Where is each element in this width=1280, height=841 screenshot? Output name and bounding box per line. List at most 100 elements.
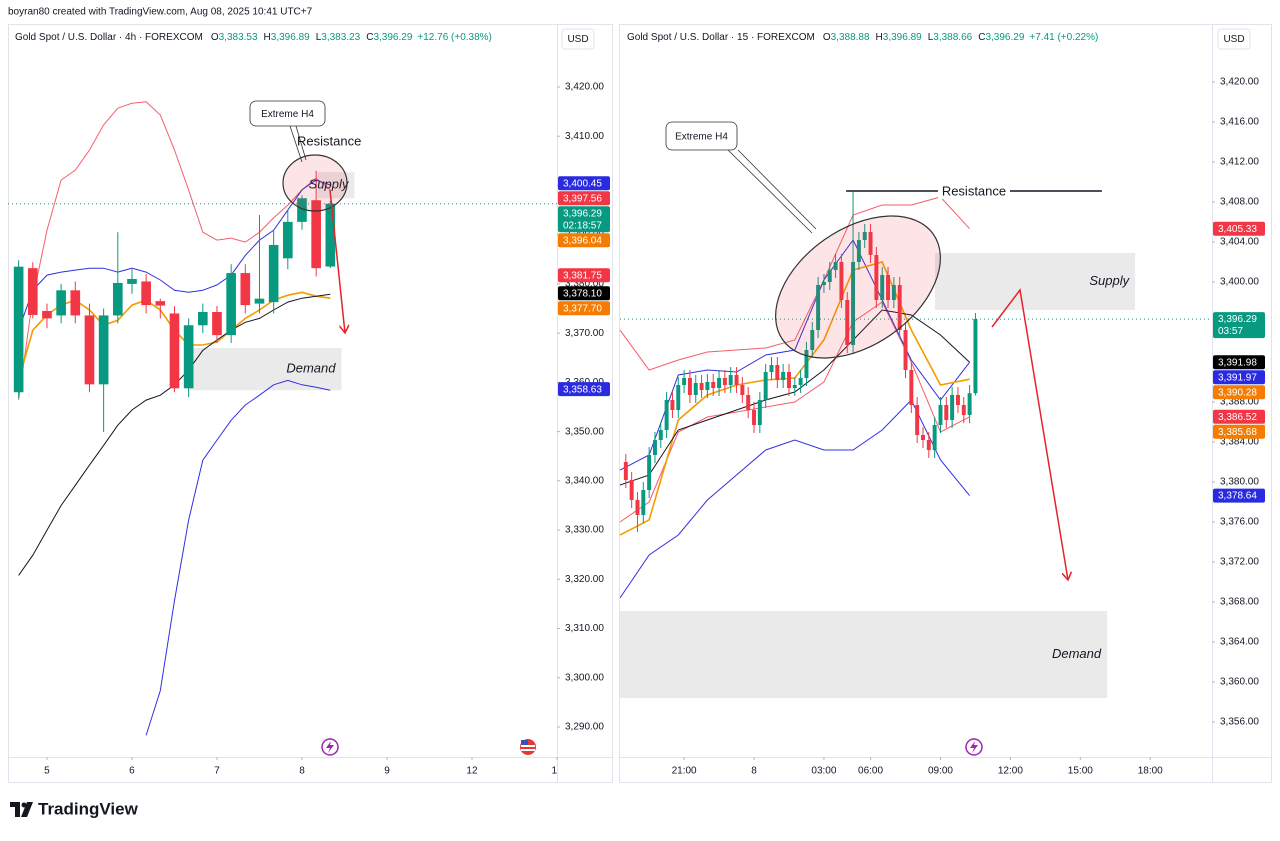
price-label: 3,377.70 <box>563 303 602 314</box>
candle-body <box>903 330 908 370</box>
ohlc-key: H <box>264 32 271 43</box>
y-tick-label: 3,370.00 <box>565 328 604 339</box>
price-label: 3,386.52 <box>1218 412 1257 423</box>
candle-body <box>635 500 640 515</box>
logo-mark <box>10 802 33 817</box>
ohlc-key: C <box>978 32 985 43</box>
symbol-title: Gold Spot / U.S. Dollar · 15 · FOREXCOM <box>627 32 815 43</box>
y-tick-label: 3,404.00 <box>1220 237 1259 248</box>
currency-label[interactable]: USD <box>1223 34 1244 45</box>
x-tick-label: 9 <box>384 766 390 777</box>
legend-header: Gold Spot / U.S. Dollar · 4h · FOREXCOM O… <box>15 32 492 43</box>
lightning-icon[interactable] <box>321 738 339 756</box>
indicator-line <box>620 239 970 471</box>
y-tick-label: 3,330.00 <box>565 525 604 536</box>
candle-body <box>325 203 336 267</box>
y-tick-label: 3,320.00 <box>565 574 604 585</box>
price-label: 3,358.63 <box>563 384 602 395</box>
candle-body <box>705 382 710 390</box>
highlight-ellipse <box>775 215 941 359</box>
y-tick-label: 3,416.00 <box>1220 117 1259 128</box>
x-tick-label: 12 <box>466 766 478 777</box>
candle-body <box>955 395 960 405</box>
callout-box <box>249 100 326 127</box>
y-tick-label: 3,340.00 <box>565 475 604 486</box>
ohlc-value: 3,396.29 <box>985 32 1024 43</box>
price-label-box <box>1213 488 1265 503</box>
price-label: 3,405.33 <box>1218 224 1257 235</box>
callout-text: Extreme H4 <box>261 109 314 120</box>
indicator-line <box>18 101 331 401</box>
indicator-line <box>145 379 331 736</box>
candle-body <box>676 385 681 410</box>
zone-label: Demand <box>1052 646 1102 661</box>
candle-body <box>810 330 815 350</box>
callout-box <box>665 121 738 151</box>
candle-body <box>909 370 914 405</box>
candle-body <box>197 311 208 326</box>
price-label: 3,381.75 <box>563 270 602 281</box>
flag-icon[interactable] <box>520 739 536 755</box>
y-tick-label: 3,372.00 <box>1220 557 1259 568</box>
x-tick-label: 15:00 <box>1068 766 1093 777</box>
callout-text: Extreme H4 <box>675 132 728 143</box>
zone-label: Supply <box>309 177 350 192</box>
candle-body <box>862 232 867 240</box>
ohlc-value: 3,383.23 <box>321 32 360 43</box>
ohlc-key: L <box>316 32 322 43</box>
resistance-label-bg <box>937 183 1010 199</box>
zone <box>620 611 1108 698</box>
candle-body <box>856 240 861 262</box>
ohlc-key: L <box>928 32 934 43</box>
candle-body <box>141 281 151 306</box>
ohlc-key: H <box>876 32 883 43</box>
y-tick-label: 3,368.00 <box>1220 597 1259 608</box>
left-panel-frame <box>8 24 613 783</box>
y-tick-label: 3,384.00 <box>1220 437 1259 448</box>
currency-label[interactable]: USD <box>567 34 588 45</box>
forecast-arrow <box>991 288 1068 580</box>
candle-body <box>734 375 739 385</box>
currency-box[interactable] <box>1217 28 1251 50</box>
candle-body <box>752 410 756 425</box>
ohlc-value: 3,396.29 <box>373 32 412 43</box>
change-value: +7.41 (+0.22%) <box>1029 32 1098 43</box>
candle-body <box>839 262 844 300</box>
price-label: 3,385.68 <box>1218 427 1257 438</box>
candle-body <box>915 405 920 435</box>
y-tick-label: 3,290.00 <box>565 722 604 733</box>
zone-label: Demand <box>286 361 336 376</box>
y-tick-label: 3,356.00 <box>1220 717 1259 728</box>
candle-body <box>804 350 809 378</box>
price-label-box <box>558 176 610 191</box>
zone-label: Supply <box>1089 273 1130 288</box>
candle-body <box>722 378 727 385</box>
price-label: 3,397.56 <box>563 193 602 204</box>
lightning-icon[interactable] <box>965 738 983 756</box>
callout-pointer <box>727 149 813 234</box>
candle-body <box>56 290 66 316</box>
price-label-box <box>1213 370 1265 385</box>
y-tick-label: 3,360.00 <box>1220 677 1259 688</box>
candle-body <box>792 385 797 388</box>
symbol-title: Gold Spot / U.S. Dollar · 4h · FOREXCOM <box>15 32 203 43</box>
resistance-label: Resistance <box>942 183 1006 198</box>
candle-body <box>851 262 856 345</box>
x-tick-label: 5 <box>44 766 50 777</box>
callout-pointer <box>295 125 307 161</box>
currency-box[interactable] <box>561 28 595 50</box>
candle-body <box>682 378 687 385</box>
candle-body <box>212 311 222 336</box>
y-tick-label: 3,400.00 <box>1220 277 1259 288</box>
candle-body <box>42 310 52 319</box>
candle-body <box>226 273 236 336</box>
x-tick-label: 18:00 <box>1138 766 1163 777</box>
price-label-box <box>558 233 610 248</box>
ohlc-key: C <box>366 32 373 43</box>
y-tick-label: 3,388.00 <box>1220 397 1259 408</box>
candle-body <box>84 315 95 385</box>
logo-text: TradingView <box>38 799 139 818</box>
price-label: 3,391.97 <box>1218 372 1257 383</box>
candle-body <box>816 285 821 330</box>
